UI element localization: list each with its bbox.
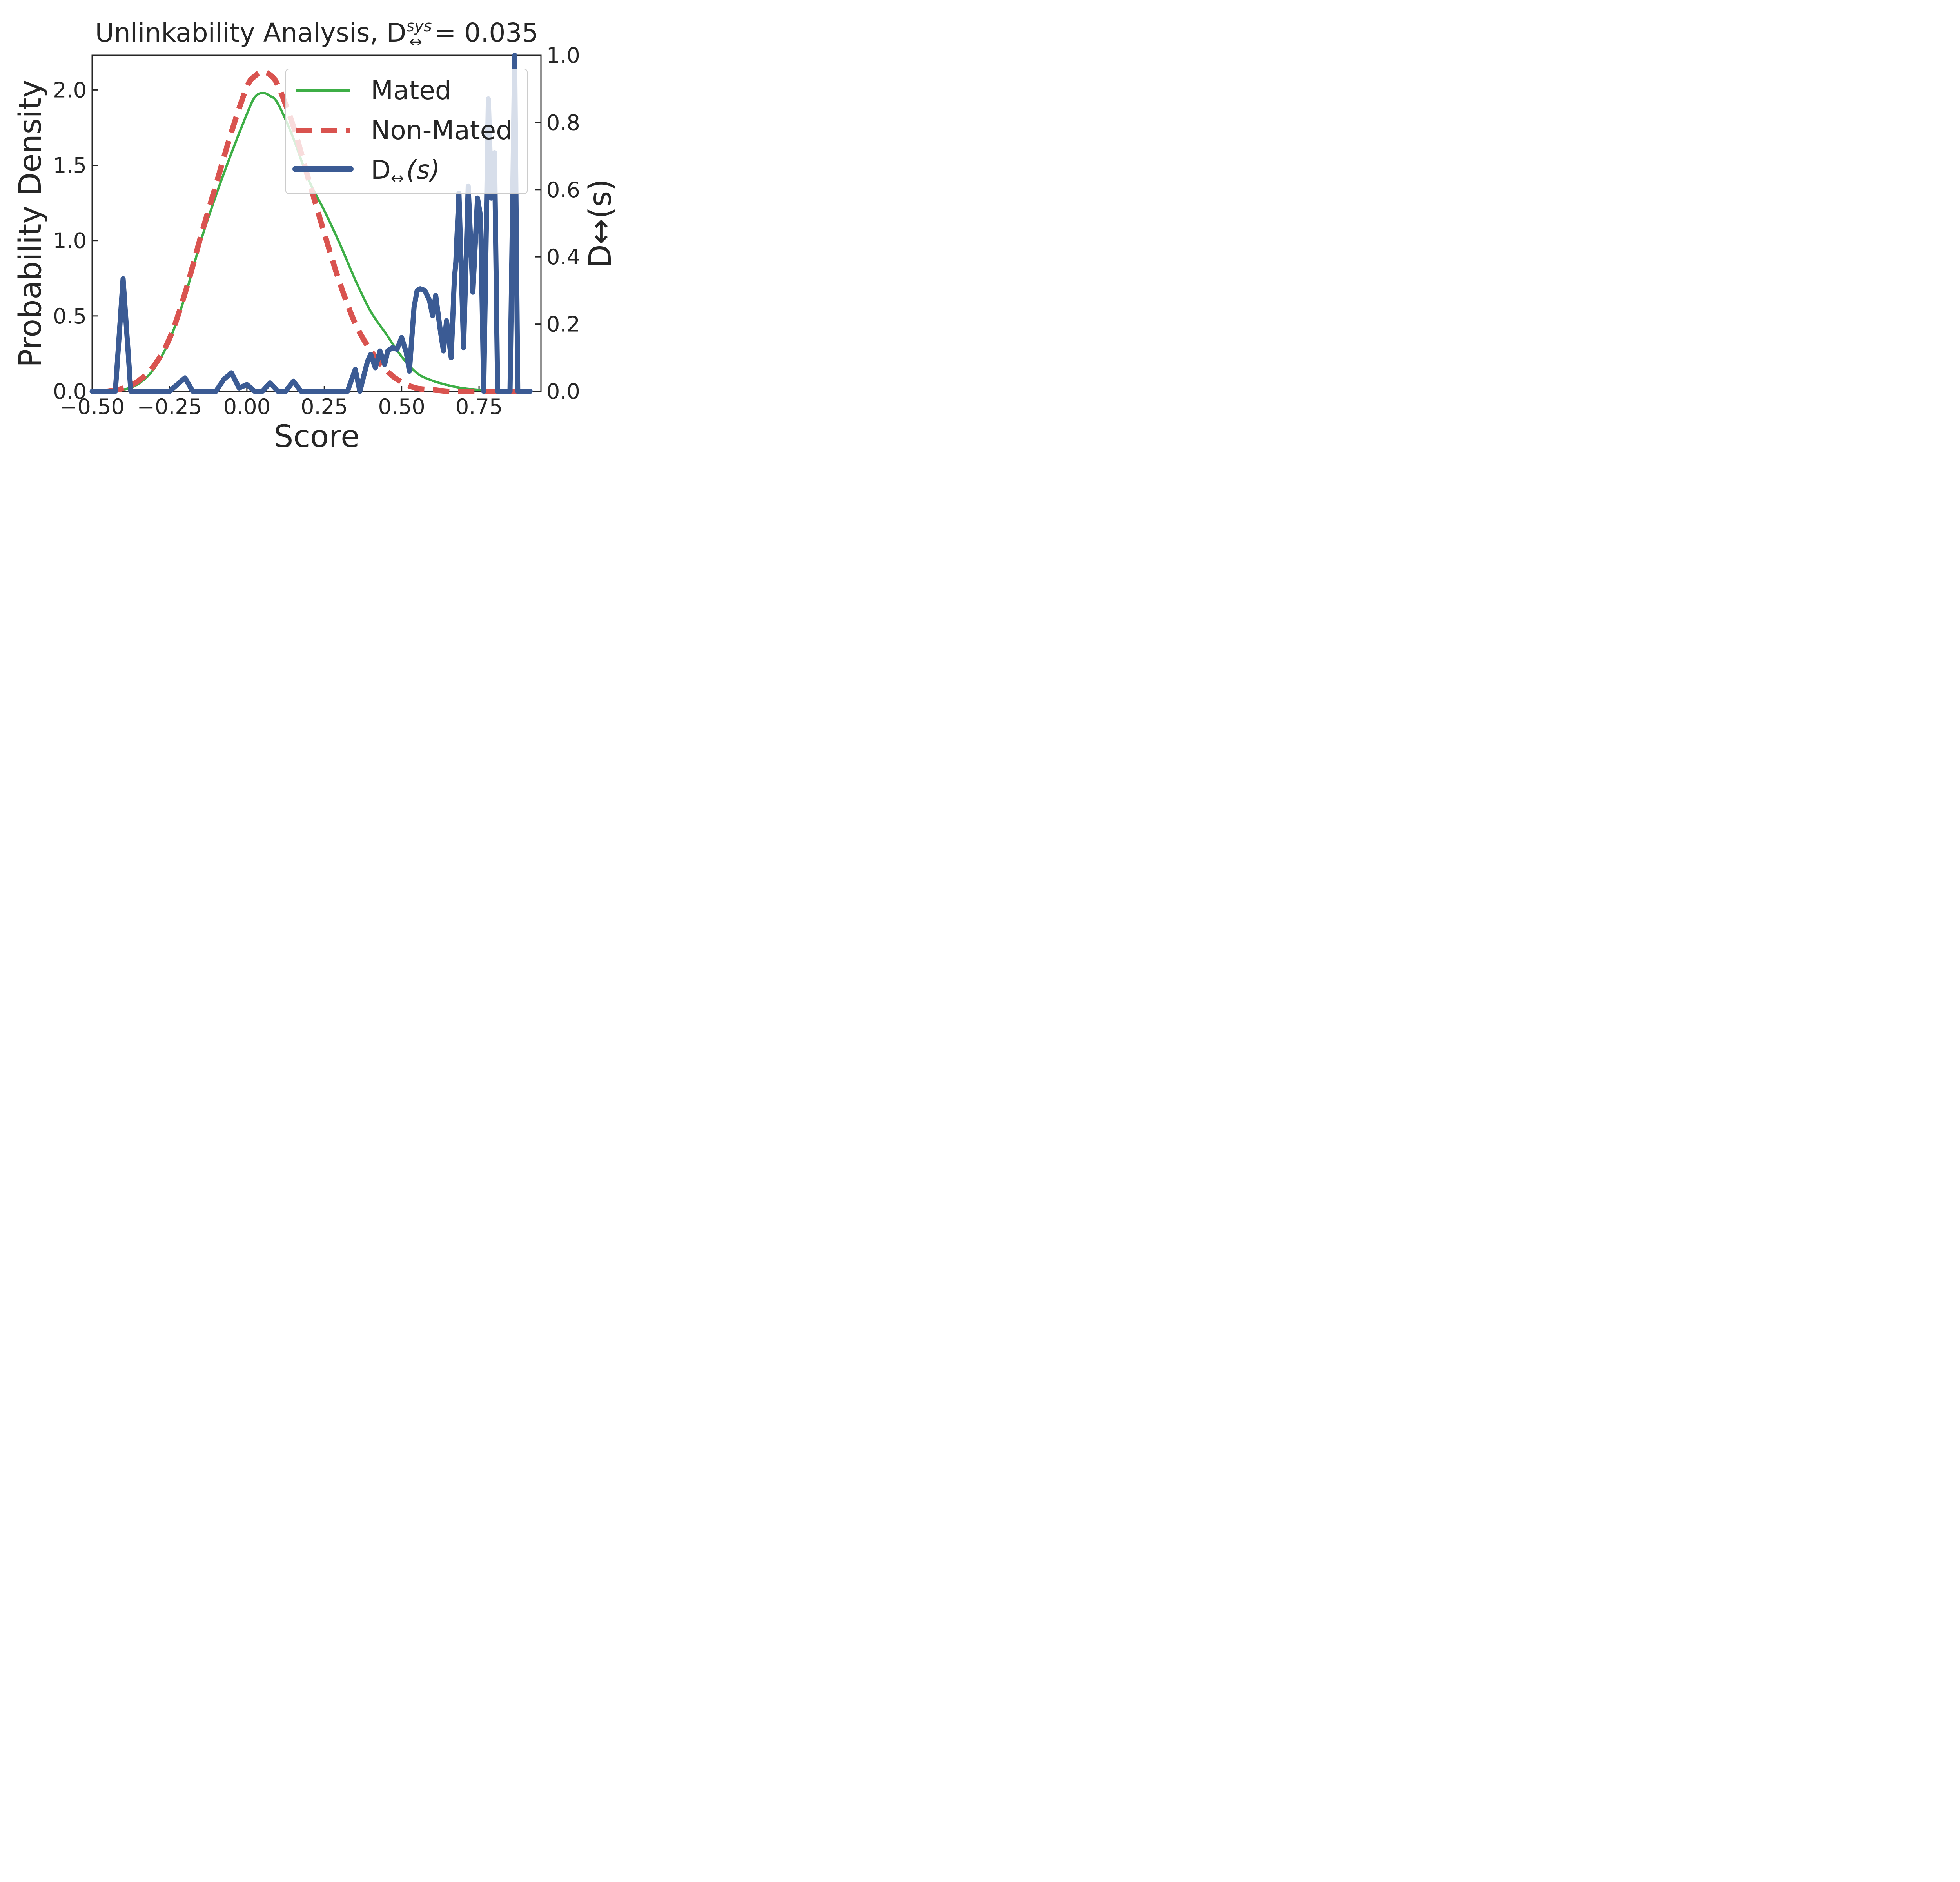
- chart-title: Unlinkability Analysis, Dsys ↔ = 0.035: [95, 17, 539, 51]
- y2-tick-label: 0.2: [546, 312, 580, 337]
- title-prefix: Unlinkability Analysis, D: [95, 18, 407, 48]
- legend-d-tail: (s): [406, 155, 440, 185]
- legend-nonmated-label: Non-Mated: [371, 115, 512, 145]
- title-subscript: ↔: [409, 33, 423, 51]
- y2-tick-label: 0.6: [546, 178, 580, 202]
- y2-tick-label: 0.4: [546, 245, 580, 269]
- legend: Mated Non-Mated D↔(s): [285, 69, 528, 194]
- x-tick-label: 0.75: [456, 394, 503, 419]
- y2-tick-label: 0.8: [546, 110, 580, 135]
- legend-d-sub: ↔: [391, 169, 404, 187]
- legend-d-main: D: [371, 155, 391, 185]
- y2-tick-label: 0.0: [546, 379, 580, 404]
- x-axis-label: Score: [274, 419, 359, 454]
- y2-axis-label: D↔(s): [583, 179, 615, 268]
- title-superscript: sys: [406, 17, 432, 35]
- x-tick-label: 0.25: [301, 394, 348, 419]
- y-tick-label: 1.5: [53, 153, 87, 178]
- y2-tick-label: 1.0: [546, 43, 580, 68]
- y-tick-label: 0.0: [53, 379, 87, 404]
- x-tick-label: 0.00: [223, 394, 270, 419]
- y-tick-label: 0.5: [53, 304, 87, 329]
- x-tick-label: 0.50: [378, 394, 425, 419]
- x-tick-label: −0.50: [60, 394, 124, 419]
- y-tick-label: 2.0: [53, 78, 87, 102]
- ticks-layer: −0.50 −0.25 0.00 0.25 0.50 0.75 0.0 0.5 1.0 1.5 2.…: [53, 43, 580, 419]
- title-suffix: = 0.035: [426, 18, 538, 48]
- y-tick-label: 1.0: [53, 229, 87, 253]
- d-series-line: [89, 53, 533, 394]
- legend-frame: [285, 69, 528, 194]
- x-tick-label: −0.25: [137, 394, 202, 419]
- y-axis-label: Probability Density: [13, 80, 48, 367]
- legend-d-label: D↔(s): [371, 155, 440, 187]
- unlinkability-chart: Unlinkability Analysis, Dsys ↔ = 0.035 Sc…: [13, 17, 615, 454]
- legend-mated-label: Mated: [371, 75, 452, 105]
